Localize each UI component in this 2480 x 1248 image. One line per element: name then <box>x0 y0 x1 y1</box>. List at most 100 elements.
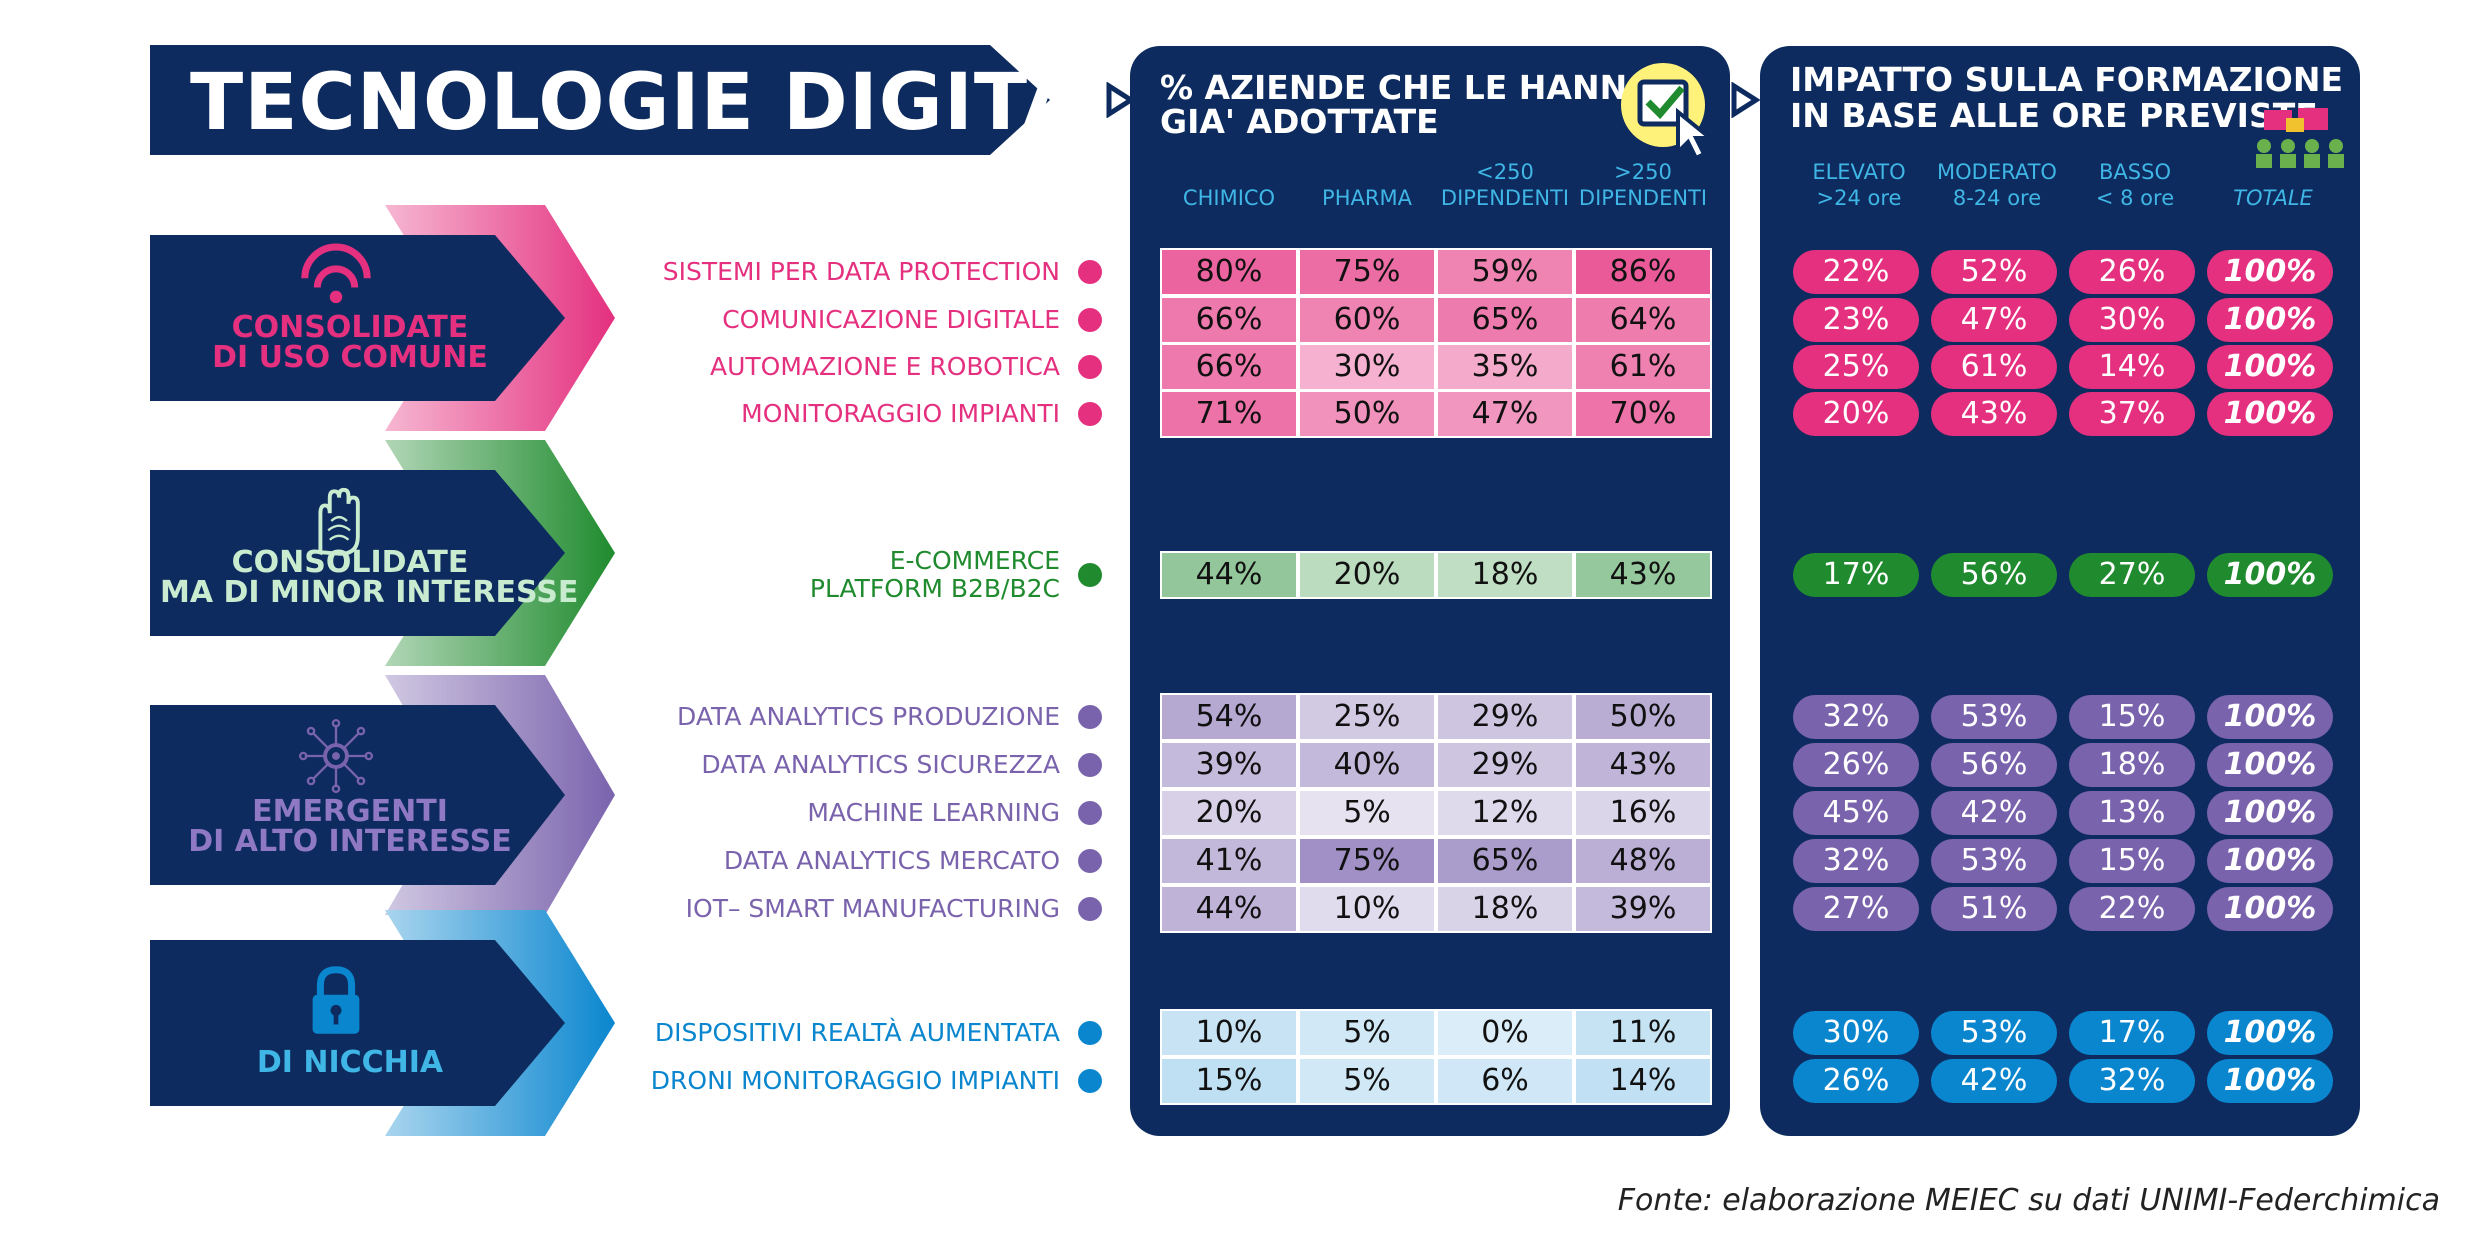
category-box <box>150 705 565 885</box>
adoption-header-3-line1: >250 <box>1614 160 1672 184</box>
checkbox-cursor-icon <box>1621 63 1716 160</box>
adoption-cell: 18% <box>1436 885 1574 933</box>
adoption-cell: 65% <box>1436 296 1574 344</box>
adoption-cell: 5% <box>1298 1009 1436 1057</box>
technology-label-line: DATA ANALYTICS SICUREZZA <box>701 750 1060 779</box>
adoption-cell: 75% <box>1298 837 1436 885</box>
impact-header-1-line2: 8-24 ore <box>1952 186 2042 210</box>
category-box <box>150 470 565 636</box>
adoption-cell: 35% <box>1436 343 1574 391</box>
adoption-cell: 39% <box>1574 885 1712 933</box>
impact-pill: 42% <box>1931 791 2057 835</box>
adoption-cell: 60% <box>1298 296 1436 344</box>
impact-total-pill: 100% <box>2207 1011 2333 1055</box>
adoption-header-3-line2: DIPENDENTI <box>1578 186 1708 210</box>
impact-pill: 53% <box>1931 839 2057 883</box>
impact-total-pill: 100% <box>2207 791 2333 835</box>
impact-pill: 17% <box>1793 553 1919 597</box>
adoption-cell: 20% <box>1298 551 1436 599</box>
adoption-title-line1: % AZIENDE CHE LE HANNO <box>1160 68 1656 107</box>
adoption-cell: 43% <box>1574 741 1712 789</box>
category-title-line2: DI NICCHIA <box>256 1045 444 1080</box>
adoption-cell: 61% <box>1574 343 1712 391</box>
title-banner <box>150 45 1050 155</box>
arrow-to-impact-icon <box>1731 82 1760 118</box>
impact-pill: 32% <box>1793 839 1919 883</box>
adoption-cell: 66% <box>1160 296 1298 344</box>
impact-header-2-line2: < 8 ore <box>2095 186 2175 210</box>
adoption-cell: 75% <box>1298 248 1436 296</box>
technology-label-line: DATA ANALYTICS PRODUZIONE <box>677 702 1060 731</box>
adoption-cell: 10% <box>1298 885 1436 933</box>
impact-pill: 52% <box>1931 250 2057 294</box>
impact-total-pill: 100% <box>2207 695 2333 739</box>
impact-pill: 27% <box>2069 553 2195 597</box>
adoption-cell: 0% <box>1436 1009 1574 1057</box>
impact-pill: 32% <box>2069 1059 2195 1103</box>
impact-header-0-line2: >24 ore <box>1816 186 1902 210</box>
technology-dot <box>1078 1069 1102 1093</box>
technology-label-line: DATA ANALYTICS MERCATO <box>723 846 1060 875</box>
wifi-signal-icon <box>301 243 371 304</box>
adoption-cell: 50% <box>1298 390 1436 438</box>
category-title-line1: CONSOLIDATE <box>231 310 469 345</box>
category-arrow-minor <box>150 440 615 666</box>
impact-pill: 15% <box>2069 695 2195 739</box>
impact-pill: 56% <box>1931 553 2057 597</box>
people-training-icon <box>2256 108 2344 168</box>
adoption-header-0-line2: CHIMICO <box>1182 186 1276 210</box>
technology-dot <box>1078 1021 1102 1045</box>
impact-pill: 18% <box>2069 743 2195 787</box>
padlock-icon <box>312 966 360 1034</box>
source-note: Fonte: elaborazione MEIEC su dati UNIMI-… <box>1617 1183 2440 1218</box>
impact-total-pill: 100% <box>2207 1059 2333 1103</box>
impact-pill: 61% <box>1931 345 2057 389</box>
technology-label-line: IOT– SMART MANUFACTURING <box>685 894 1060 923</box>
category-arrow-emergenti <box>150 675 615 915</box>
impact-pill: 25% <box>1793 345 1919 389</box>
impact-total-pill: 100% <box>2207 345 2333 389</box>
impact-pill: 15% <box>2069 839 2195 883</box>
impact-pill: 14% <box>2069 345 2195 389</box>
adoption-cell: 47% <box>1436 390 1574 438</box>
adoption-cell: 12% <box>1436 789 1574 837</box>
adoption-cell: 44% <box>1160 885 1298 933</box>
adoption-cell: 5% <box>1298 1057 1436 1105</box>
impact-total-pill: 100% <box>2207 743 2333 787</box>
adoption-cell: 41% <box>1160 837 1298 885</box>
technology-label-line: DRONI MONITORAGGIO IMPIANTI <box>650 1066 1060 1095</box>
adoption-cell: 64% <box>1574 296 1712 344</box>
technology-dot <box>1078 355 1102 379</box>
impact-pill: 47% <box>1931 298 2057 342</box>
adoption-cell: 20% <box>1160 789 1298 837</box>
category-title-line2: MA DI MINOR INTERESSE <box>160 575 579 610</box>
impact-pill: 22% <box>1793 250 1919 294</box>
adoption-header-2-line2: DIPENDENTI <box>1440 186 1570 210</box>
category-title-line2: DI ALTO INTERESSE <box>188 824 512 859</box>
technology-label-line: MONITORAGGIO IMPIANTI <box>741 399 1060 428</box>
adoption-cell: 11% <box>1574 1009 1712 1057</box>
impact-pill: 37% <box>2069 392 2195 436</box>
impact-pill: 23% <box>1793 298 1919 342</box>
technology-label-line: COMUNICAZIONE DIGITALE <box>722 305 1060 334</box>
technology-label: DATA ANALYTICS SICUREZZA <box>701 751 1060 779</box>
technology-dot <box>1078 801 1102 825</box>
impact-pill: 43% <box>1931 392 2057 436</box>
impact-pill: 45% <box>1793 791 1919 835</box>
adoption-cell: 71% <box>1160 390 1298 438</box>
technology-label: DRONI MONITORAGGIO IMPIANTI <box>651 1067 1060 1095</box>
adoption-cell: 70% <box>1574 390 1712 438</box>
technology-label: MONITORAGGIO IMPIANTI <box>741 400 1060 428</box>
fingerprint-hand-icon <box>318 487 360 556</box>
technology-dot <box>1078 563 1102 587</box>
impact-total-pill: 100% <box>2207 887 2333 931</box>
impact-title-line2: IN BASE ALLE ORE PREVISTE <box>1790 96 2318 135</box>
category-arrow-consolidate <box>150 205 615 431</box>
impact-pill: 20% <box>1793 392 1919 436</box>
technology-label-line: PLATFORM B2B/B2C <box>809 574 1060 603</box>
technology-label: DISPOSITIVI REALTÀ AUMENTATA <box>655 1019 1060 1047</box>
technology-label-line: SISTEMI PER DATA PROTECTION <box>662 257 1060 286</box>
arrow-to-adopt-icon <box>1106 82 1135 118</box>
impact-total-pill: 100% <box>2207 839 2333 883</box>
adoption-cell: 5% <box>1298 789 1436 837</box>
